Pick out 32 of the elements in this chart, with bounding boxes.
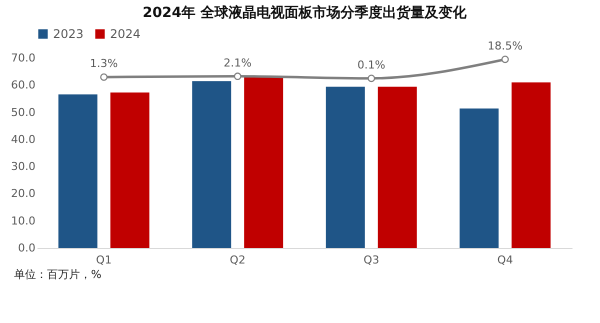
bar <box>378 86 417 248</box>
data-label: 1.3% <box>90 57 118 70</box>
bar <box>110 92 150 248</box>
x-tick-label: Q3 <box>364 254 380 266</box>
y-tick-label: 0.0 <box>18 242 36 254</box>
bar <box>460 108 499 248</box>
y-tick-label: 20.0 <box>11 187 36 200</box>
data-label: 2.1% <box>224 56 252 70</box>
y-tick-label: 60.0 <box>11 78 36 92</box>
point <box>234 72 242 80</box>
point <box>501 56 509 64</box>
data-label: 0.1% <box>357 58 386 72</box>
chart-title: 2024年 全球液晶电视面板市场分季度出货量及变化 <box>142 4 468 21</box>
bar <box>512 82 551 248</box>
text: 单位：百万片，% <box>14 267 102 282</box>
y-tick-label: 30.0 <box>11 160 36 174</box>
x-tick-label: Q4 <box>497 254 513 266</box>
bar <box>58 94 98 248</box>
x-tick-label: Q2 <box>230 254 246 266</box>
bar <box>192 81 232 248</box>
legend-label: 2023 <box>53 27 84 41</box>
point <box>100 73 108 81</box>
legend-label: 2024 <box>110 27 141 41</box>
y-tick-label: 10.0 <box>11 214 36 228</box>
bar <box>326 86 365 248</box>
y-tick-label: 50.0 <box>11 106 36 119</box>
y-tick-label: 40.0 <box>11 132 36 146</box>
data-label: 18.5% <box>488 39 523 52</box>
bar <box>244 78 284 248</box>
x-tick-label: Q1 <box>96 254 112 266</box>
y-tick-label: 70.0 <box>11 52 36 64</box>
point <box>368 74 376 82</box>
